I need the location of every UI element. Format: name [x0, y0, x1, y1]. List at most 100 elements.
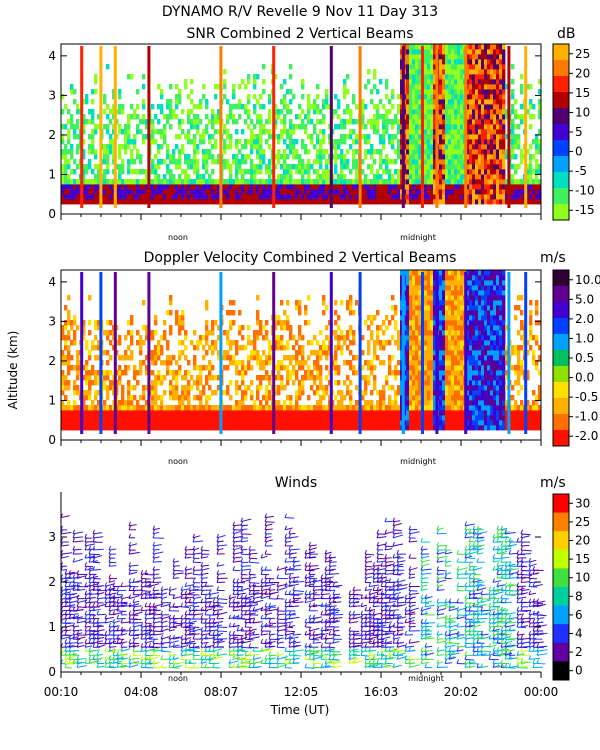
dop-cell: [232, 340, 236, 346]
snr-cell: [169, 159, 173, 165]
dop-cell: [406, 320, 410, 326]
dop-cell: [439, 290, 443, 296]
snr-cell: [418, 124, 422, 130]
dop-cell: [406, 305, 410, 311]
snr-cell: [439, 159, 443, 165]
dop-cell: [373, 380, 377, 386]
snr-cell: [190, 109, 194, 115]
dop-cell: [154, 360, 158, 366]
dop-cell: [187, 360, 191, 366]
snr-cell: [394, 189, 398, 195]
dop-cell: [406, 275, 410, 281]
snr-cell: [520, 74, 524, 80]
dop-cell: [307, 295, 311, 301]
dop-cell: [250, 390, 254, 396]
dop-cell: [439, 280, 443, 286]
snr-cell: [319, 179, 323, 185]
dop-cell: [73, 410, 77, 416]
snr-cell: [139, 199, 143, 205]
dop-cell: [247, 360, 251, 366]
snr-cell: [274, 109, 278, 115]
snr-cell: [412, 129, 416, 135]
dop-cell: [391, 405, 395, 411]
snr-cell: [469, 114, 473, 120]
snr-cell: [400, 149, 404, 155]
snr-cell: [394, 179, 398, 185]
dop-cell: [199, 400, 203, 406]
snr-cell: [457, 129, 461, 135]
snr-cell: [484, 179, 488, 185]
snr-cell: [460, 79, 464, 85]
snr-cell: [67, 164, 71, 170]
dop-cell: [67, 415, 71, 421]
dop-cell: [361, 425, 365, 431]
dop-cell: [367, 425, 371, 431]
snr-cell: [502, 144, 506, 150]
dop-cell: [142, 405, 146, 411]
dop-cell: [97, 340, 101, 346]
snr-cell: [256, 189, 260, 195]
dop-cell: [154, 390, 158, 396]
snr-cell: [247, 139, 251, 145]
dop-cell: [211, 325, 215, 331]
dop-cell: [67, 330, 71, 336]
snr-cell: [322, 129, 326, 135]
dop-cell: [427, 340, 431, 346]
snr-cell: [367, 119, 371, 125]
snr-cell: [439, 104, 443, 110]
dop-cell: [439, 360, 443, 366]
snr-cell: [442, 79, 446, 85]
dop-cell: [103, 385, 107, 391]
snr-cell: [409, 134, 413, 140]
dop-cell: [418, 405, 422, 411]
snr-cell: [277, 109, 281, 115]
snr-cell: [340, 149, 344, 155]
snr-cell: [283, 184, 287, 190]
snr-cell: [343, 194, 347, 200]
dop-cell: [247, 420, 251, 426]
dop-cell: [127, 345, 131, 351]
snr-cell: [139, 179, 143, 185]
snr-cell: [328, 154, 332, 160]
snr-cell: [232, 104, 236, 110]
snr-cbar-swatch: [553, 140, 569, 157]
dop-cell: [130, 335, 134, 341]
snr-cell: [448, 174, 452, 180]
snr-cell: [478, 59, 482, 65]
snr-cell: [106, 124, 110, 130]
snr-cell: [340, 139, 344, 145]
dop-cell: [238, 370, 242, 376]
snr-cell: [223, 79, 227, 85]
snr-cell: [427, 189, 431, 195]
snr-cell: [490, 184, 494, 190]
dop-cell: [202, 365, 206, 371]
dop-cell: [397, 415, 401, 421]
snr-cell: [424, 134, 428, 140]
dop-cell: [145, 335, 149, 341]
snr-cell: [433, 139, 437, 145]
snr-cell: [118, 124, 122, 130]
snr-cell: [415, 119, 419, 125]
dop-cell: [424, 335, 428, 341]
dop-cell: [226, 405, 230, 411]
snr-cell: [484, 169, 488, 175]
dop-cell: [112, 405, 116, 411]
snr-cell: [244, 184, 248, 190]
dop-cell: [355, 420, 359, 426]
snr-cell: [457, 69, 461, 75]
snr-cell: [352, 199, 356, 205]
dop-cell: [397, 420, 401, 426]
snr-cell: [379, 79, 383, 85]
snr-cell: [529, 174, 533, 180]
dop-cell: [223, 355, 227, 361]
dop-cell: [253, 340, 257, 346]
snr-cell: [433, 179, 437, 185]
snr-cell: [163, 194, 167, 200]
dop-cell: [208, 345, 212, 351]
dop-cell: [361, 420, 365, 426]
snr-cell: [397, 124, 401, 130]
dop-cell: [349, 350, 353, 356]
snr-cell: [406, 134, 410, 140]
dop-cell: [349, 325, 353, 331]
snr-cell: [409, 129, 413, 135]
